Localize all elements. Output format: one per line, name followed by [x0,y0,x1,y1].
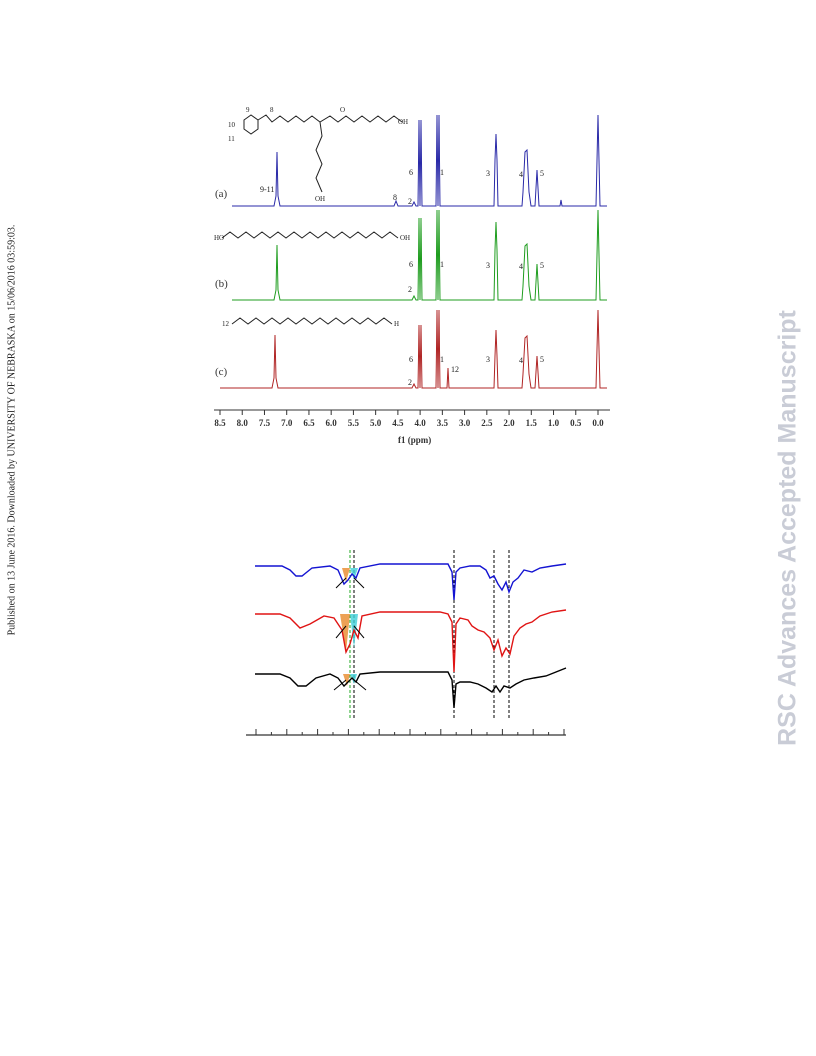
svg-text:H: H [394,320,399,328]
nmr-tick-label: 8.5 [214,418,226,428]
panel-label-a: (a) [215,188,228,200]
nmr-x-ticks: 8.5 8.0 7.5 7.0 6.5 6.0 5.5 5.0 4.5 4.0 3.5 3.0 2.5 2… [214,410,604,428]
structure-b: HO OH [214,231,410,242]
ir-trace-red [255,609,567,673]
svg-text:10: 10 [228,121,236,129]
svg-text:12: 12 [222,320,230,328]
svg-text:HO: HO [214,234,224,242]
structure-a: 10 11 9 8 O OH OH [228,106,408,203]
svg-text:5: 5 [540,261,544,270]
svg-text:3: 3 [486,261,490,270]
structure-c: 12 H [222,317,399,328]
nmr-tick-label: 7.5 [259,418,271,428]
nmr-tick-label: 4.0 [414,418,426,428]
shade-orange-mid [340,614,350,652]
svg-text:6: 6 [409,168,413,177]
nmr-tick-label: 5.5 [348,418,360,428]
ir-x-ticks [255,729,565,735]
spectrum-c [220,309,607,389]
shade-orange-bot [343,674,350,686]
nmr-tick-label: 2.5 [481,418,493,428]
nmr-tick-label: 6.5 [303,418,315,428]
svg-text:3: 3 [486,355,490,364]
nmr-tick-label: 1.0 [548,418,560,428]
panel-label-c: (c) [215,366,228,378]
nmr-tick-label: 6.0 [326,418,338,428]
svg-text:OH: OH [315,195,325,203]
nmr-figure: 10 11 9 8 O OH OH HO OH 12 H (a) (b) (c)… [214,106,610,445]
svg-text:5: 5 [540,355,544,364]
svg-text:1: 1 [440,168,444,177]
svg-text:1: 1 [440,355,444,364]
svg-text:12: 12 [451,365,459,374]
svg-text:OH: OH [400,234,410,242]
peak-labels-a: 9-11 8 2 6 1 3 4 5 [260,168,544,206]
nmr-tick-label: 1.5 [526,418,538,428]
svg-text:3: 3 [486,169,490,178]
svg-text:9: 9 [246,106,250,114]
nmr-tick-label: 7.0 [281,418,293,428]
svg-text:4: 4 [519,262,523,271]
shade-orange-top [342,568,350,582]
svg-text:2: 2 [408,378,412,387]
nmr-tick-label: 0.0 [592,418,604,428]
spectrum-b [232,209,607,301]
nmr-tick-label: 5.0 [370,418,382,428]
svg-text:9-11: 9-11 [260,185,274,194]
svg-text:5: 5 [540,169,544,178]
svg-text:O: O [340,106,345,114]
nmr-tick-label: 3.5 [437,418,449,428]
nmr-tick-label: 2.0 [503,418,515,428]
svg-text:11: 11 [228,135,235,143]
spectrum-a [232,114,607,207]
ir-figure [246,550,567,736]
svg-text:2: 2 [408,197,412,206]
annotation-arrows [333,577,367,691]
nmr-x-axis-label: f1 (ppm) [398,435,431,445]
ir-trace-blue [255,563,567,601]
svg-text:OH: OH [398,118,408,126]
nmr-tick-label: 8.0 [237,418,249,428]
svg-text:6: 6 [409,355,413,364]
svg-text:4: 4 [519,356,523,365]
svg-text:8: 8 [393,193,397,202]
svg-text:8: 8 [270,106,274,114]
ir-trace-black [255,667,567,709]
nmr-tick-label: 0.5 [570,418,582,428]
peak-labels-c: 2 6 1 12 3 4 5 [408,355,544,387]
svg-text:2: 2 [408,285,412,294]
svg-text:1: 1 [440,260,444,269]
shade-cyan-top [350,568,358,580]
panel-label-b: (b) [215,278,228,290]
nmr-tick-label: 4.5 [392,418,404,428]
svg-text:6: 6 [409,260,413,269]
peak-labels-b: 2 6 1 3 4 5 [408,260,544,294]
nmr-tick-label: 3.0 [459,418,471,428]
svg-text:4: 4 [519,170,523,179]
